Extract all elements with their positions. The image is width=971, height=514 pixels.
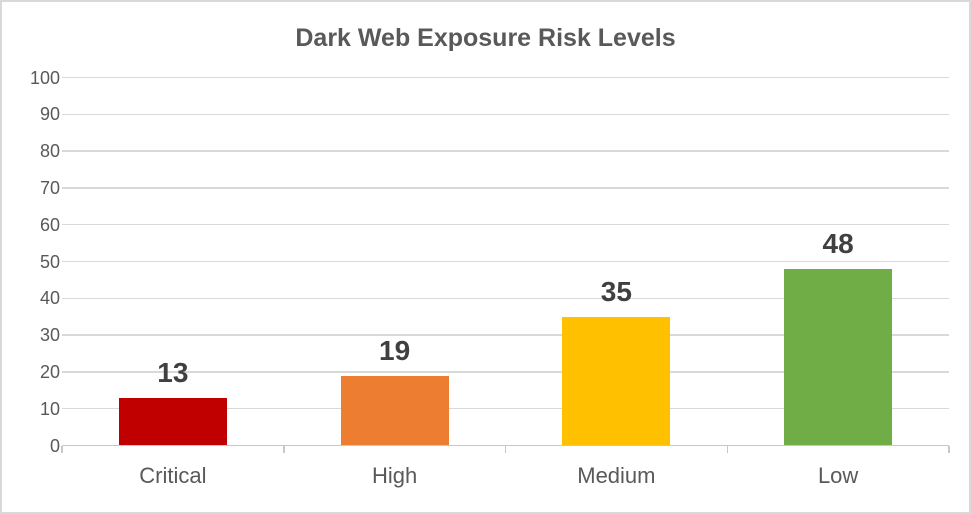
x-category-label: Critical bbox=[139, 462, 207, 488]
x-axis-tick bbox=[948, 445, 950, 453]
y-tick-label: 10 bbox=[39, 398, 60, 419]
bar-value-label: 13 bbox=[157, 356, 189, 388]
x-category-label: Medium bbox=[577, 462, 656, 488]
gridline bbox=[62, 297, 949, 300]
bar-critical bbox=[118, 397, 227, 446]
gridline bbox=[62, 187, 949, 189]
y-tick-label: 40 bbox=[39, 288, 60, 309]
gridline bbox=[62, 407, 949, 410]
x-category-label: High bbox=[372, 462, 418, 488]
x-axis-tick bbox=[61, 445, 63, 453]
gridline bbox=[62, 334, 949, 336]
bar-low bbox=[784, 268, 893, 446]
bar-value-label: 48 bbox=[822, 227, 854, 259]
bar-value-label: 35 bbox=[600, 275, 632, 307]
y-tick-label: 50 bbox=[39, 251, 60, 272]
bar-high bbox=[340, 375, 449, 446]
y-tick-label: 100 bbox=[29, 67, 60, 88]
y-tick-label: 0 bbox=[49, 435, 60, 456]
y-tick-label: 80 bbox=[39, 141, 60, 162]
x-axis-tick bbox=[504, 445, 507, 453]
gridline bbox=[62, 150, 949, 152]
x-category-label: Low bbox=[817, 462, 859, 488]
gridline bbox=[62, 260, 949, 263]
gridline bbox=[62, 113, 949, 116]
gridline bbox=[62, 371, 949, 373]
x-axis-tick bbox=[283, 445, 285, 453]
x-axis-tick bbox=[726, 445, 728, 453]
y-tick-label: 90 bbox=[39, 104, 60, 125]
y-tick-label: 20 bbox=[39, 361, 60, 382]
y-tick-label: 70 bbox=[39, 177, 60, 198]
bar-value-label: 19 bbox=[379, 334, 411, 366]
gridline bbox=[62, 223, 949, 226]
chart-title: Dark Web Exposure Risk Levels bbox=[295, 24, 676, 52]
y-tick-label: 30 bbox=[39, 325, 60, 346]
bar-medium bbox=[562, 316, 671, 446]
y-tick-label: 60 bbox=[39, 214, 60, 235]
gridline bbox=[62, 76, 949, 79]
